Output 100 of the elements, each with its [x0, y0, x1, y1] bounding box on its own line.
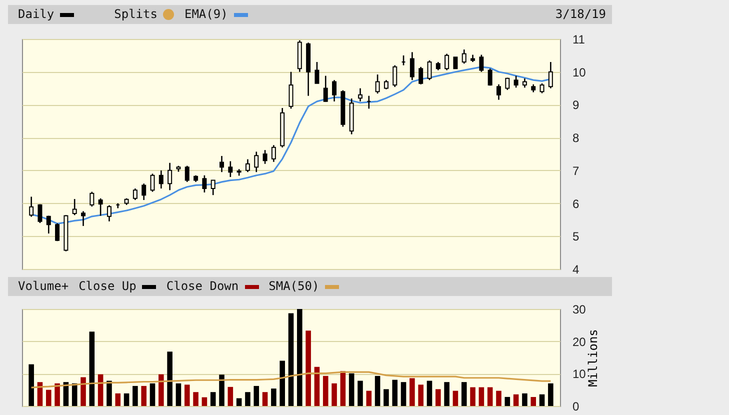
legend-label: EMA(9) — [184, 7, 228, 21]
y-tick-label: 7 — [572, 164, 580, 178]
bar — [400, 382, 406, 406]
bar — [115, 393, 121, 406]
candlestick — [228, 160, 233, 178]
bar — [167, 352, 172, 406]
y-tick-label: 10 — [572, 367, 586, 382]
bar — [548, 383, 554, 406]
bar — [219, 374, 224, 406]
bar — [513, 394, 519, 406]
candlestick — [142, 182, 146, 201]
bar — [280, 360, 285, 406]
bar — [478, 387, 484, 406]
candlestick — [462, 48, 466, 64]
bar — [306, 330, 311, 406]
candlestick — [522, 78, 527, 88]
candlestick — [453, 56, 458, 70]
y-tick-label: 20 — [572, 334, 586, 349]
bar — [236, 398, 242, 406]
y-tick-label: 11 — [572, 32, 586, 46]
bar — [72, 383, 78, 406]
bar — [245, 392, 250, 406]
bar — [314, 366, 320, 406]
bar — [418, 384, 424, 406]
candlestick — [444, 53, 450, 71]
bar — [54, 383, 60, 406]
bar — [374, 376, 380, 406]
bar — [470, 387, 476, 406]
y-tick-label: 0 — [572, 400, 580, 414]
candlestick — [245, 158, 250, 173]
text: Splits — [114, 7, 158, 21]
candlestick — [220, 155, 224, 173]
candlestick — [358, 88, 362, 102]
bar — [106, 380, 112, 406]
y-tick-label: 6 — [572, 196, 580, 211]
bar — [288, 313, 294, 406]
candlestick — [479, 54, 484, 73]
y-tick-label: 5 — [572, 230, 580, 244]
candlestick — [496, 84, 501, 100]
candlestick — [38, 204, 42, 224]
candlestick — [314, 61, 320, 84]
bar — [80, 377, 86, 406]
bar — [228, 386, 234, 406]
candlestick — [90, 191, 94, 208]
bar — [358, 380, 363, 406]
bar — [193, 392, 198, 406]
y-tick-label: 9 — [572, 98, 580, 112]
bar — [392, 380, 398, 406]
bar — [436, 389, 441, 406]
bar — [461, 382, 467, 406]
bar — [340, 371, 346, 406]
candlestick — [418, 66, 424, 85]
line-series — [30, 371, 552, 388]
candlestick — [288, 71, 294, 110]
bar — [504, 396, 510, 406]
candlestick — [150, 173, 155, 192]
bar — [297, 309, 302, 406]
bar — [522, 393, 528, 406]
candlestick — [29, 196, 34, 218]
y-tick-label: 10 — [572, 65, 586, 80]
candlestick — [332, 79, 337, 102]
bar — [348, 373, 354, 406]
candlestick — [262, 149, 268, 165]
candlestick — [488, 68, 492, 86]
bar — [158, 374, 164, 406]
bar — [262, 392, 268, 406]
legend-label: Close Up — [78, 279, 136, 293]
candlestick — [202, 174, 207, 194]
candlestick — [254, 151, 259, 173]
bar — [496, 390, 502, 406]
candlestick — [514, 75, 518, 88]
bar — [141, 386, 146, 406]
bar — [332, 383, 337, 406]
bar — [271, 388, 276, 406]
candlestick — [410, 51, 414, 81]
candlestick — [184, 165, 190, 183]
legend-label: Daily — [18, 7, 54, 21]
candlestick — [55, 222, 60, 242]
candlestick — [271, 144, 276, 163]
candlestick — [98, 198, 103, 216]
candlestick — [132, 188, 138, 201]
bar — [530, 396, 536, 406]
bar — [150, 383, 156, 406]
candlestick — [548, 61, 553, 89]
y-tick-label: 4 — [572, 262, 580, 276]
bar — [444, 382, 450, 406]
bar — [487, 387, 493, 406]
y-tick-label: 8 — [572, 131, 580, 146]
bar — [184, 384, 190, 406]
bar — [124, 393, 130, 406]
bar — [384, 389, 389, 406]
legend-label: SMA(50) — [268, 279, 320, 293]
legend-title: Volume+ — [18, 279, 69, 293]
bar — [132, 386, 138, 406]
bar — [539, 394, 545, 406]
legend-label: Close Down — [166, 279, 239, 293]
candlestick — [210, 180, 216, 196]
candlestick — [46, 215, 51, 234]
y-tick-label: 30 — [572, 302, 586, 316]
candlestick — [427, 60, 432, 81]
